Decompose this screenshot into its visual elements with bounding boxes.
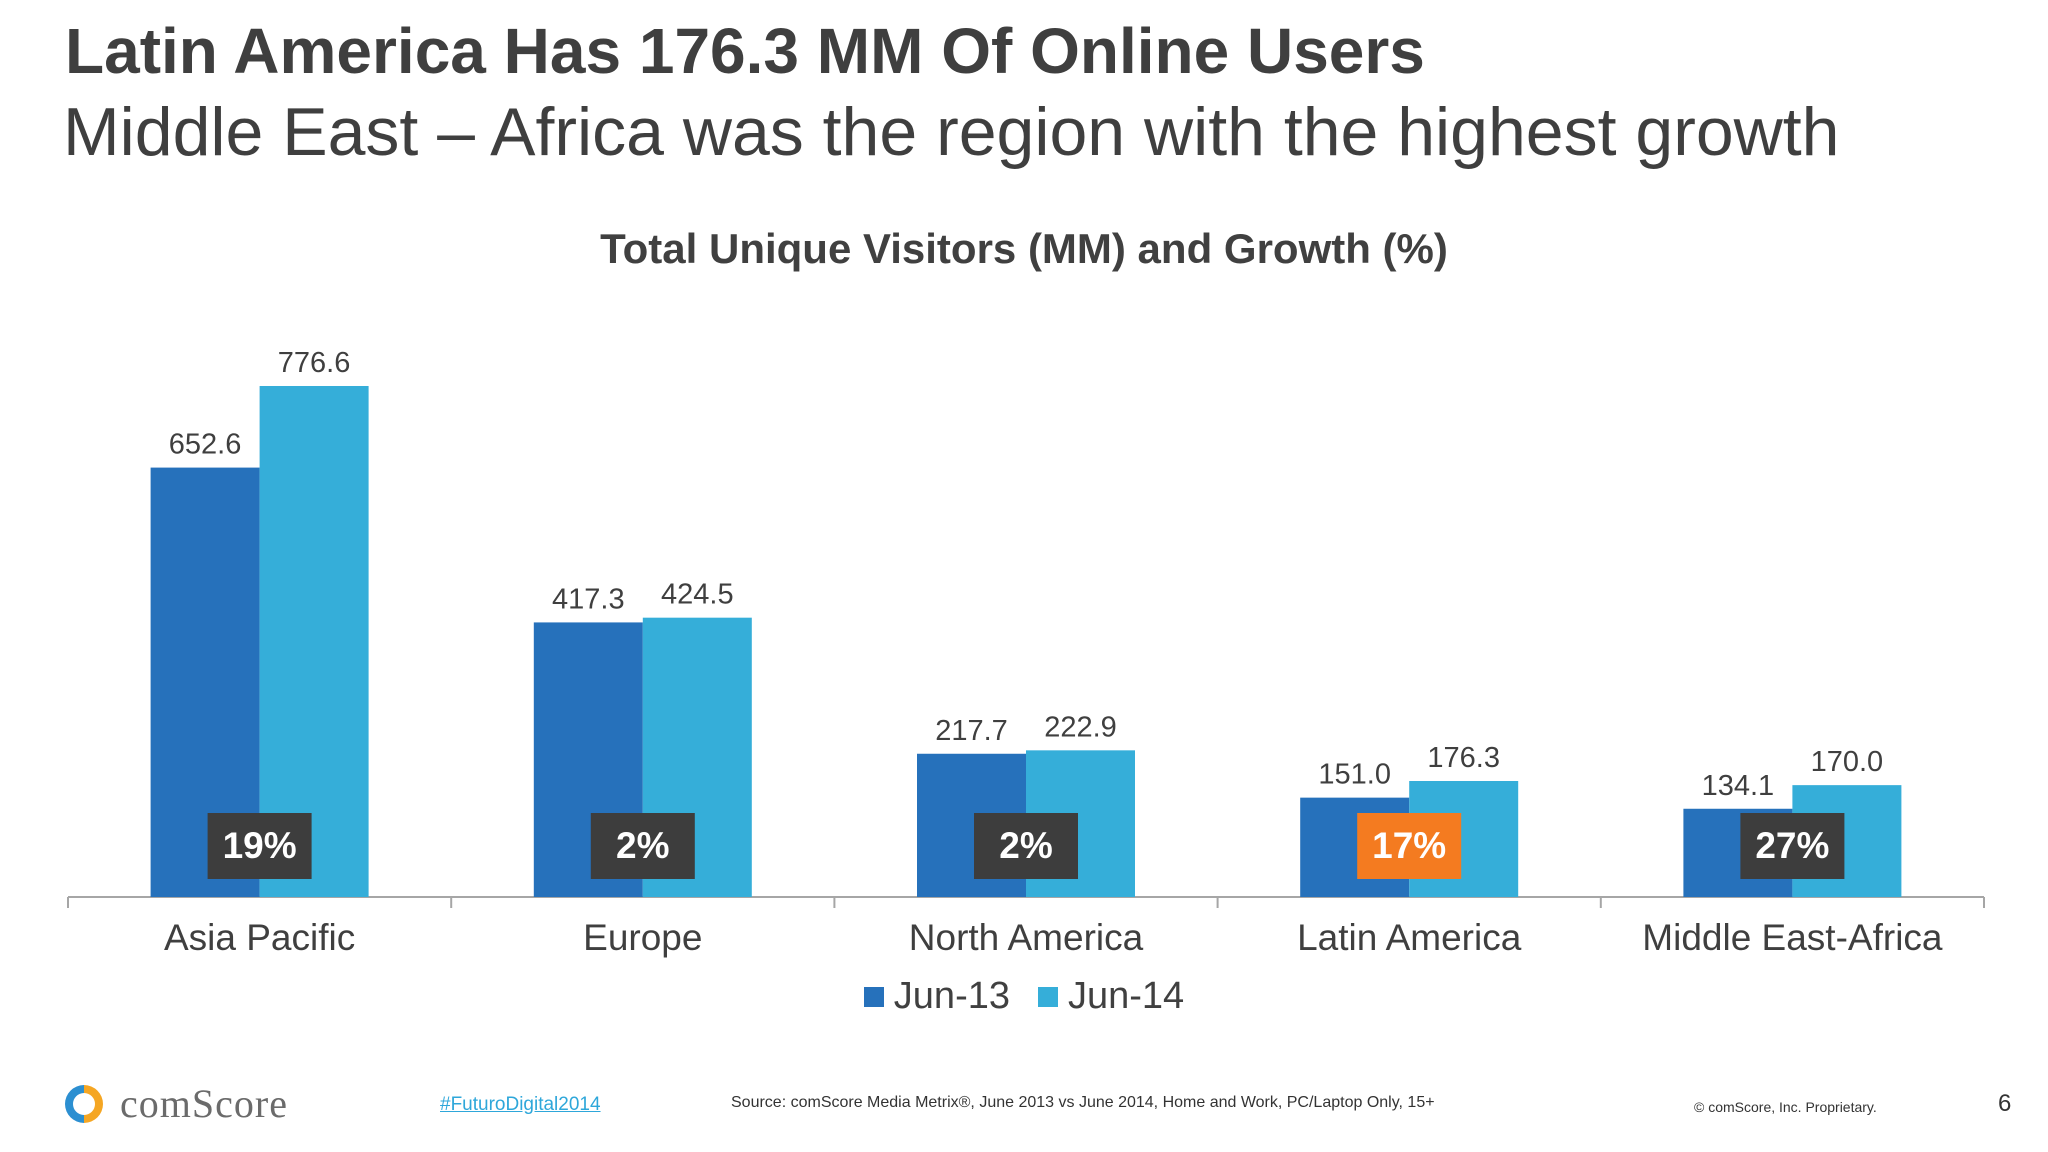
growth-label: 17% — [1372, 825, 1446, 866]
slide-subtitle: Middle East – Africa was the region with… — [63, 94, 1840, 170]
page-number: 6 — [1998, 1090, 2012, 1117]
category-label: Asia Pacific — [164, 917, 355, 958]
growth-badge — [590, 813, 695, 879]
bar-jun-14 — [259, 385, 369, 897]
hashtag-link[interactable]: #FuturoDigital2014 — [440, 1094, 601, 1115]
data-label: 176.3 — [1427, 742, 1500, 774]
data-label: 222.9 — [1044, 711, 1117, 743]
data-label: 134.1 — [1702, 770, 1775, 802]
category-label: Europe — [583, 917, 702, 958]
growth-label: 2% — [616, 825, 669, 866]
data-label: 424.5 — [661, 579, 734, 611]
growth-badge — [207, 813, 312, 879]
chart-legend: Jun-13 Jun-14 — [0, 975, 2048, 1018]
legend-swatch-jun-14 — [1038, 986, 1058, 1007]
legend-label-jun-13: Jun-13 — [893, 975, 1010, 1017]
source-note: Source: comScore Media Metrix®, June 201… — [731, 1094, 1435, 1111]
data-label: 417.3 — [552, 583, 625, 615]
legend-item-jun-13: Jun-13 — [863, 975, 1010, 1018]
legend-swatch-jun-13 — [863, 986, 884, 1007]
data-label: 217.7 — [935, 715, 1008, 747]
category-label: Middle East-Africa — [1642, 917, 1943, 958]
comscore-logo: comScore — [62, 1080, 288, 1127]
growth-label: 27% — [1755, 825, 1829, 866]
comscore-logo-icon — [65, 1084, 103, 1123]
growth-label: 19% — [223, 825, 297, 866]
data-label: 652.6 — [169, 429, 242, 461]
growth-badge — [1357, 813, 1462, 879]
category-label: Latin America — [1297, 917, 1522, 958]
growth-badge — [974, 813, 1078, 879]
slide-title: Latin America Has 176.3 MM Of Online Use… — [65, 15, 1425, 87]
legend-label-jun-14: Jun-14 — [1068, 975, 1185, 1017]
data-label: 151.0 — [1318, 759, 1391, 791]
legend-item-jun-14: Jun-14 — [1038, 975, 1184, 1018]
category-label: North America — [909, 917, 1144, 958]
growth-badge — [1740, 813, 1845, 879]
copyright-note: © comScore, Inc. Proprietary. — [1694, 1099, 1877, 1115]
growth-label: 2% — [999, 825, 1052, 866]
logo-text: comScore — [120, 1081, 288, 1126]
chart-title: Total Unique Visitors (MM) and Growth (%… — [600, 225, 1448, 272]
data-label: 776.6 — [278, 347, 351, 379]
data-label: 170.0 — [1811, 746, 1884, 778]
